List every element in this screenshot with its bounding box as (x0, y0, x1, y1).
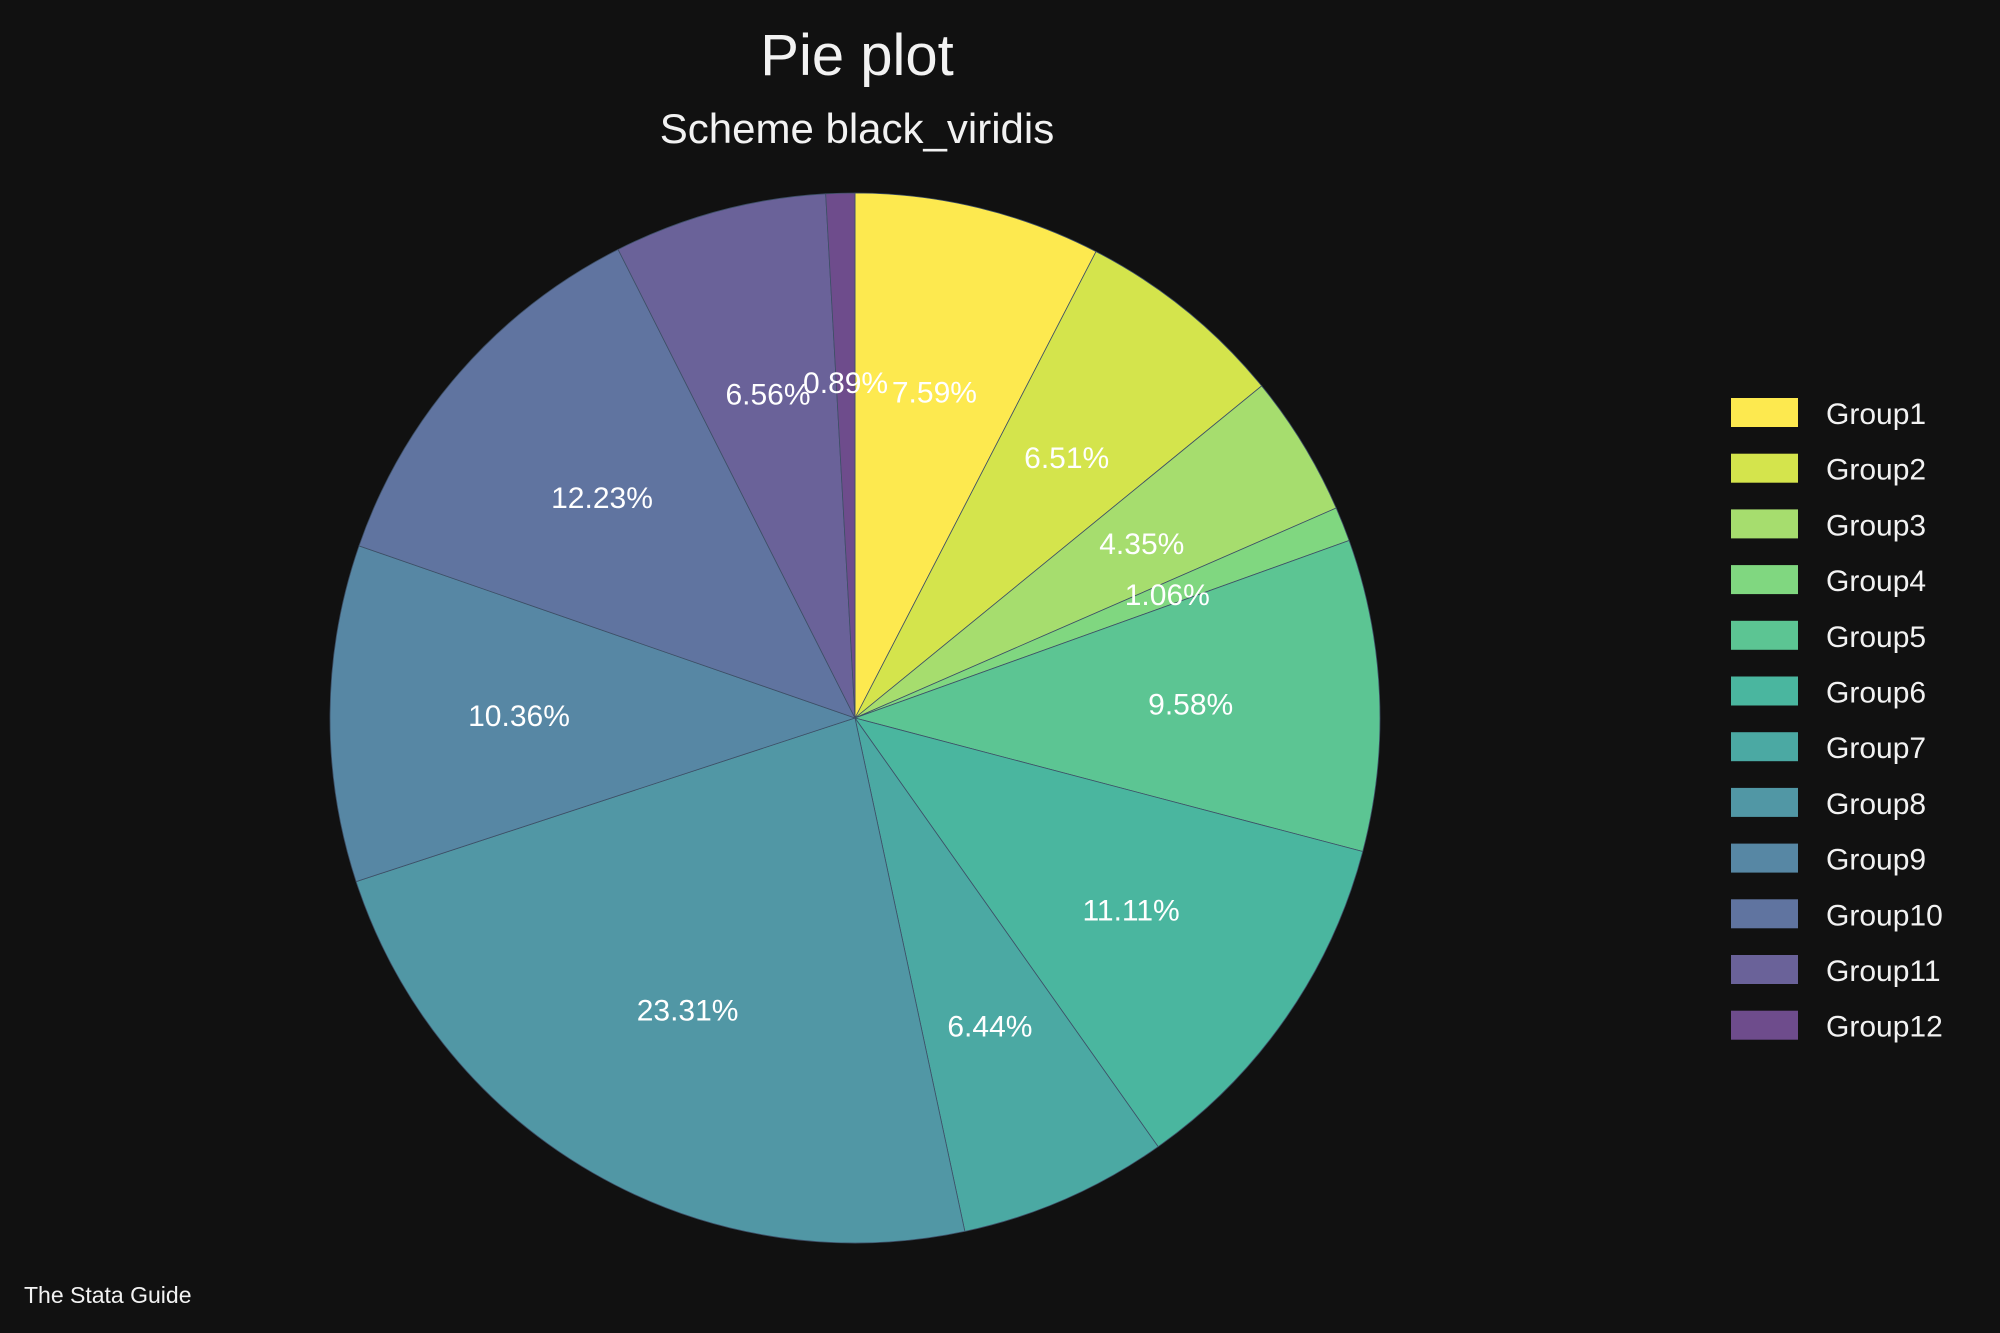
slice-label-4: 1.06% (1125, 579, 1210, 612)
slice-label-9: 10.36% (468, 700, 570, 733)
pie-slice-labels: 7.59% 6.51% 4.35% 1.06% 9.58% 11.11% 6.44% 23.3… (468, 367, 1233, 1044)
legend-label-5: Group5 (1826, 621, 1926, 654)
pie-slice-1 (854, 192, 1097, 719)
legend-swatch-10 (1731, 899, 1798, 929)
slice-label-3: 4.35% (1099, 528, 1184, 561)
legend-swatch-7 (1731, 732, 1798, 762)
legend-label-8: Group8 (1826, 788, 1926, 821)
legend-swatch-1 (1731, 398, 1798, 427)
legend-label-3: Group3 (1826, 509, 1926, 542)
pie-slices (329, 192, 1381, 1244)
pie-slice-9 (329, 545, 857, 883)
slice-label-1: 7.59% (892, 377, 977, 410)
legend-label-9: Group9 (1826, 844, 1926, 877)
chart-note: The Stata Guide (24, 1282, 192, 1308)
slice-label-12: 0.89% (803, 367, 888, 400)
pie-slice-10 (358, 248, 856, 719)
slice-label-11: 6.56% (725, 379, 810, 412)
pie-slice-11 (617, 193, 856, 719)
slice-label-7: 6.44% (947, 1011, 1032, 1044)
legend-swatch-8 (1731, 787, 1798, 817)
chart-subtitle: Scheme black_viridis (660, 105, 1055, 152)
slice-label-6: 11.11% (1082, 894, 1179, 927)
pie-slice-12 (825, 192, 856, 719)
legend-swatch-5 (1731, 620, 1798, 650)
pie-slice-2 (854, 251, 1263, 719)
legend-swatch-9 (1731, 843, 1798, 873)
legend-swatch-2 (1731, 453, 1798, 483)
legend-label-11: Group11 (1826, 955, 1941, 988)
legend: Group1 Group2 Group3 Group4 Group5 Group6 Grou… (1731, 398, 1943, 1044)
chart-title: Pie plot (760, 23, 953, 88)
legend-label-10: Group10 (1826, 899, 1943, 932)
legend-swatch-4 (1731, 565, 1798, 595)
pie-slice-6 (854, 717, 1364, 1148)
legend-swatch-12 (1731, 1010, 1798, 1040)
pie-slice-7 (854, 717, 1159, 1232)
legend-label-1: Group1 (1826, 398, 1926, 431)
legend-label-2: Group2 (1826, 454, 1926, 487)
slice-label-5: 9.58% (1148, 688, 1233, 721)
legend-swatch-6 (1731, 676, 1798, 706)
legend-label-7: Group7 (1826, 732, 1926, 765)
legend-label-4: Group4 (1826, 565, 1926, 598)
pie-slice-5 (853, 540, 1381, 853)
legend-swatch-11 (1731, 955, 1798, 984)
pie-slice-8 (355, 717, 966, 1244)
legend-label-12: Group12 (1826, 1011, 1943, 1044)
legend-swatch-3 (1731, 509, 1798, 539)
slice-label-2: 6.51% (1024, 442, 1109, 475)
slice-label-10: 12.23% (551, 482, 653, 515)
legend-label-6: Group6 (1826, 677, 1926, 710)
slice-label-8: 23.31% (637, 994, 739, 1027)
